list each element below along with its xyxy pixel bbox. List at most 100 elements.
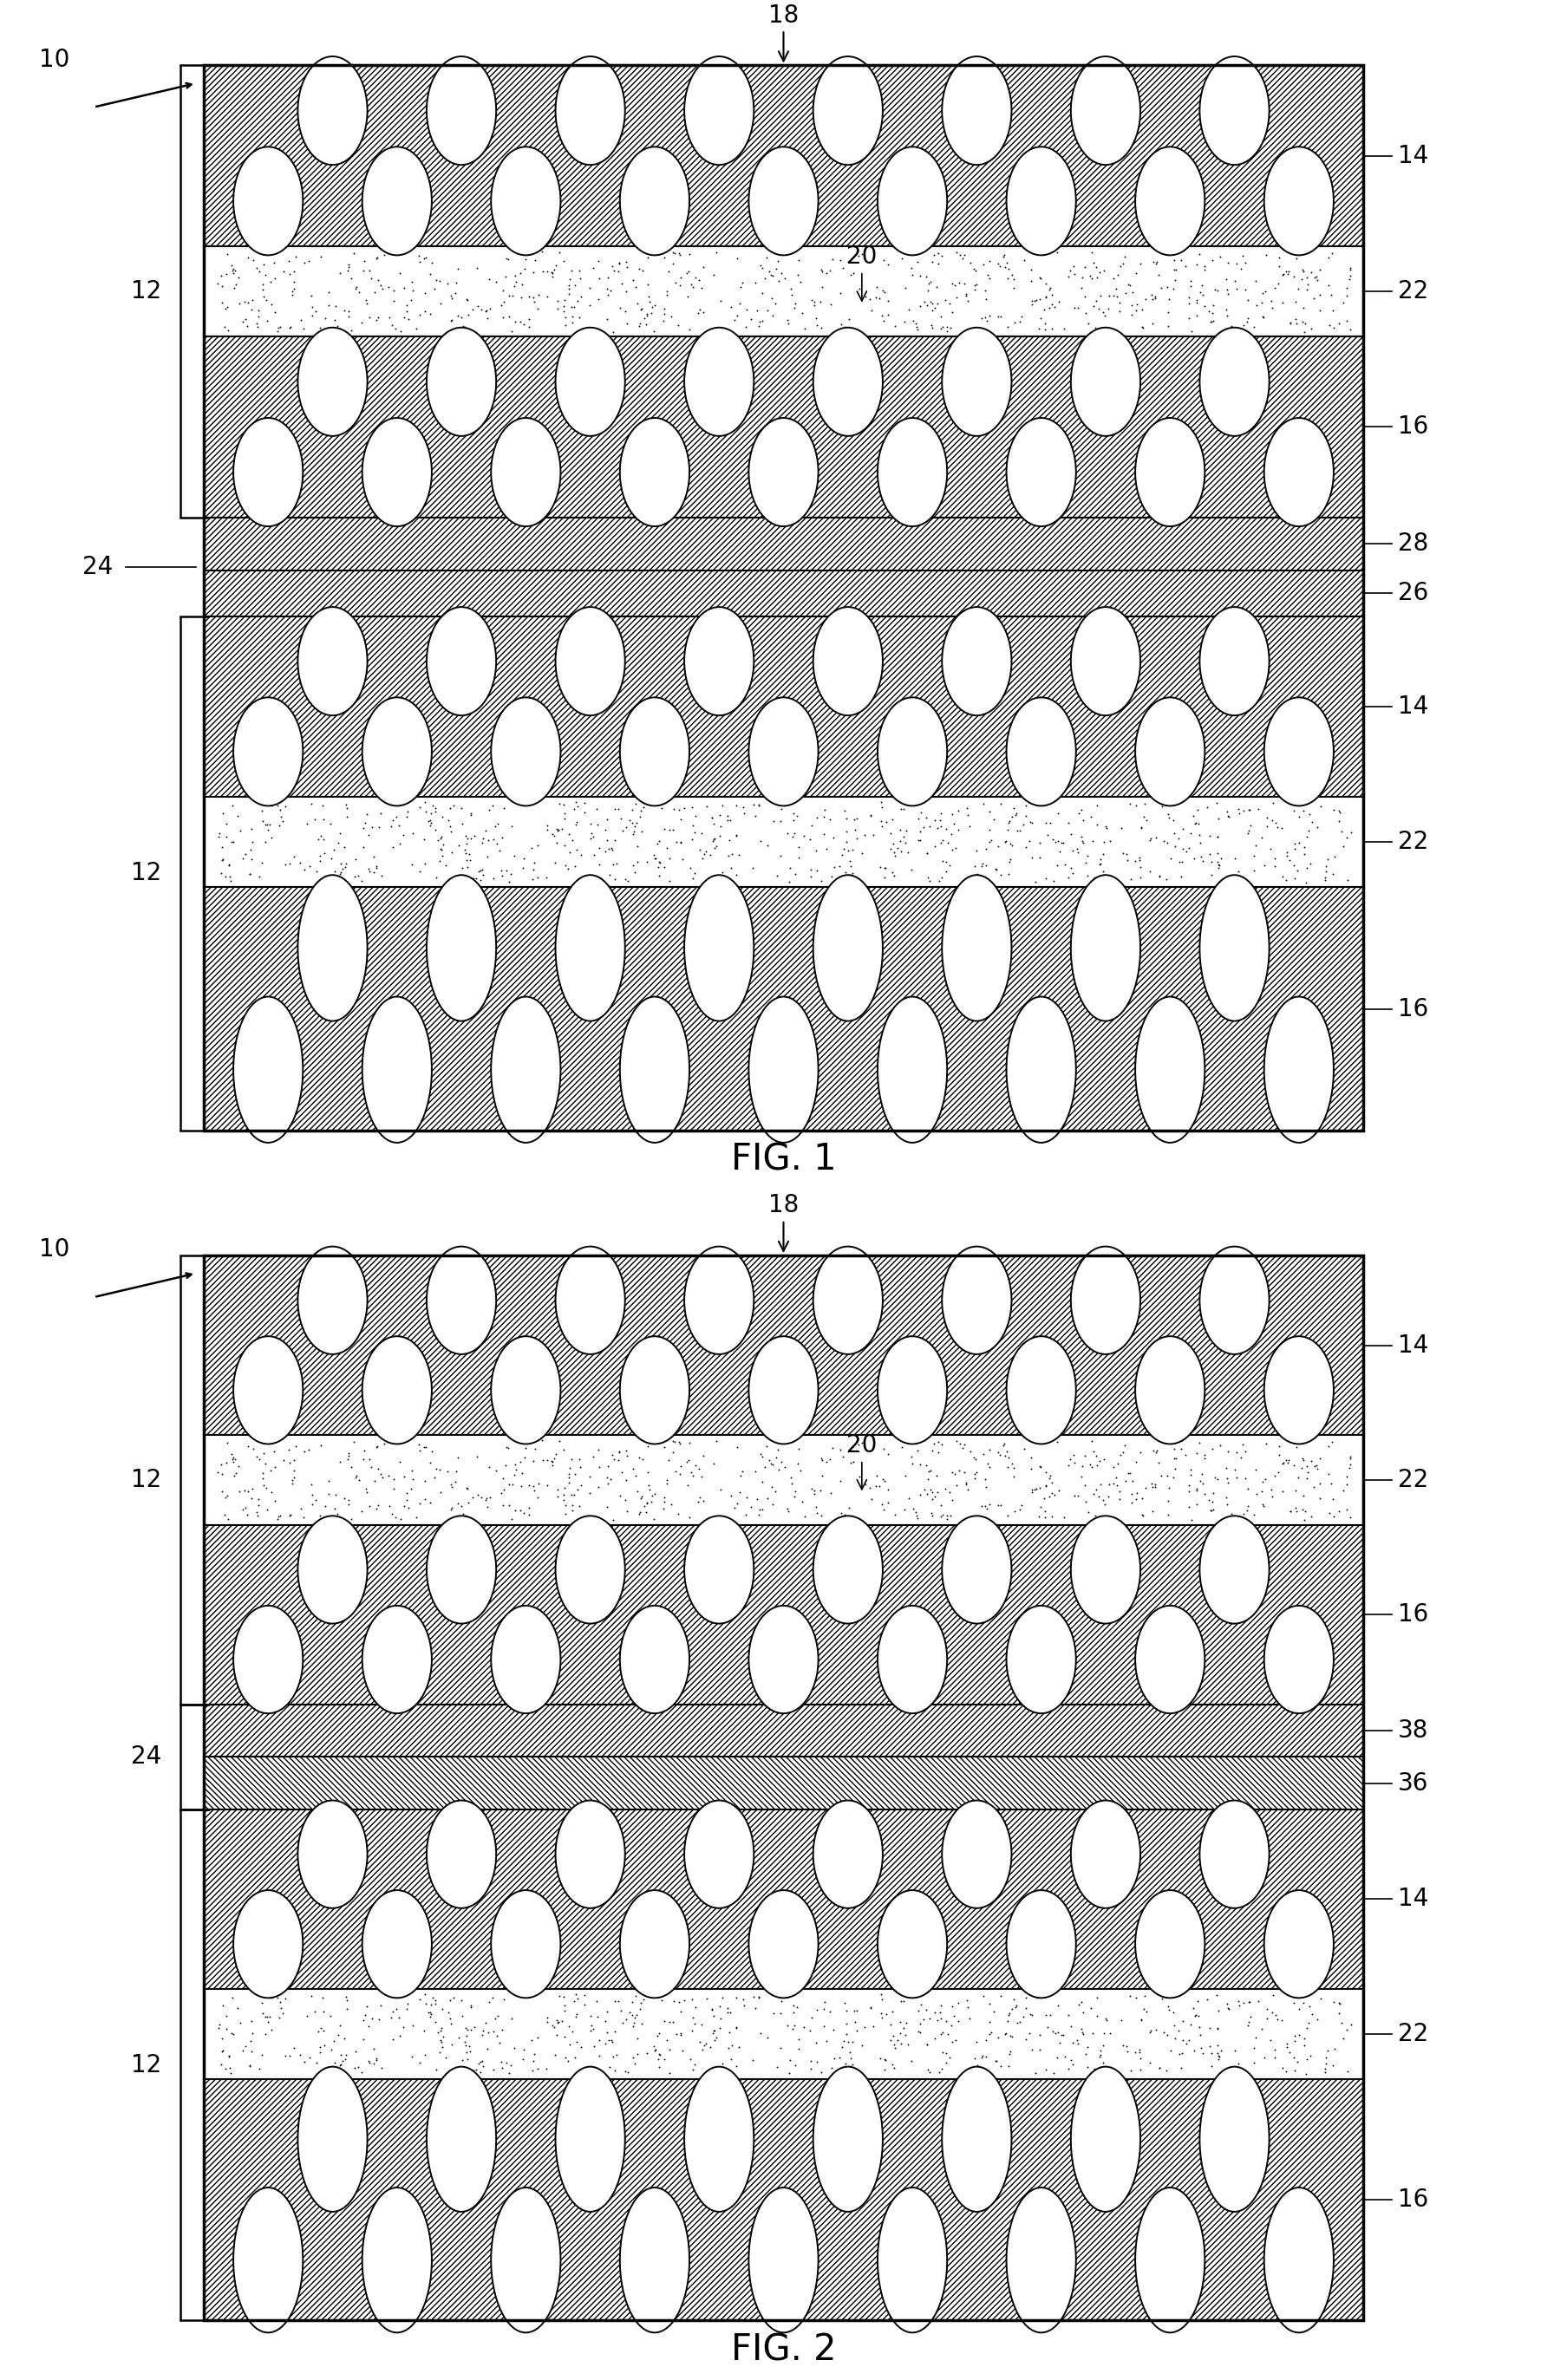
Point (956, 1987, 981, 2025)
Point (1058, 1440, 1083, 1478)
Point (252, 823, 277, 862)
Point (1208, 2030, 1233, 2068)
Point (291, 309, 317, 347)
Point (481, 859, 506, 897)
Point (841, 1442, 867, 1480)
Point (976, 259, 1001, 298)
Point (1291, 1983, 1316, 2021)
Point (1036, 816, 1061, 854)
Point (1192, 1440, 1218, 1478)
Point (1260, 802, 1285, 840)
Point (915, 2049, 940, 2087)
Point (1174, 2025, 1199, 2063)
Point (1232, 243, 1257, 281)
Point (657, 2054, 682, 2092)
Point (467, 2042, 492, 2080)
Point (625, 283, 650, 321)
Point (1261, 1975, 1287, 2013)
Point (470, 2047, 495, 2085)
Point (569, 278, 594, 317)
Point (624, 785, 649, 823)
Point (307, 2033, 332, 2071)
Point (595, 800, 621, 838)
Point (353, 804, 378, 843)
Point (1161, 2006, 1186, 2044)
Point (956, 281, 981, 319)
Text: 14: 14 (1398, 1333, 1429, 1357)
Point (351, 2002, 376, 2040)
Point (846, 1426, 871, 1464)
Point (503, 233, 528, 271)
Point (710, 1978, 735, 2016)
Point (871, 302, 896, 340)
Point (1250, 1488, 1276, 1526)
Point (973, 1468, 998, 1507)
Point (356, 816, 381, 854)
Point (694, 788, 719, 826)
Point (859, 795, 884, 833)
Point (627, 1438, 652, 1476)
Point (791, 2009, 816, 2047)
Point (244, 250, 270, 288)
Point (1144, 245, 1169, 283)
Point (230, 1490, 255, 1528)
Point (716, 2028, 741, 2066)
Point (1109, 835, 1135, 873)
Point (661, 245, 686, 283)
Point (389, 312, 414, 350)
Point (1037, 1459, 1062, 1497)
Point (520, 850, 545, 888)
Point (279, 1461, 304, 1499)
Point (914, 257, 939, 295)
Point (509, 278, 534, 317)
Point (664, 2016, 689, 2054)
Point (343, 840, 368, 878)
Point (978, 821, 1003, 859)
Point (641, 312, 666, 350)
Point (749, 1435, 774, 1473)
Point (259, 785, 284, 823)
Point (779, 1464, 804, 1502)
Point (1183, 804, 1208, 843)
Point (697, 2028, 722, 2066)
Point (799, 850, 824, 888)
Point (882, 307, 907, 345)
Point (1205, 2025, 1230, 2063)
Ellipse shape (1265, 2187, 1334, 2332)
Point (1116, 264, 1141, 302)
Point (277, 255, 302, 293)
Point (995, 250, 1020, 288)
Point (972, 1978, 997, 2016)
Point (594, 833, 619, 871)
Point (1091, 1480, 1116, 1518)
Ellipse shape (1070, 876, 1141, 1021)
Point (349, 1492, 375, 1530)
Point (299, 1466, 324, 1504)
Point (534, 1466, 559, 1504)
Point (691, 248, 716, 286)
Point (876, 281, 901, 319)
Point (1294, 1421, 1319, 1459)
Point (831, 248, 856, 286)
Point (511, 840, 536, 878)
Point (400, 2037, 425, 2075)
Point (785, 838, 810, 876)
Point (448, 1983, 473, 2021)
Point (539, 255, 564, 293)
Point (1192, 248, 1218, 286)
Point (376, 1457, 401, 1495)
Point (414, 1428, 439, 1466)
Point (1019, 1449, 1044, 1488)
Point (346, 2049, 371, 2087)
Point (1084, 312, 1109, 350)
Point (1164, 1440, 1189, 1478)
Point (418, 1985, 443, 2023)
Point (387, 807, 412, 845)
Point (1205, 1975, 1230, 2013)
Point (1258, 283, 1283, 321)
Point (1192, 1476, 1218, 1514)
Point (882, 2028, 907, 2066)
Point (501, 267, 527, 305)
Point (1244, 2018, 1269, 2056)
Point (337, 248, 362, 286)
